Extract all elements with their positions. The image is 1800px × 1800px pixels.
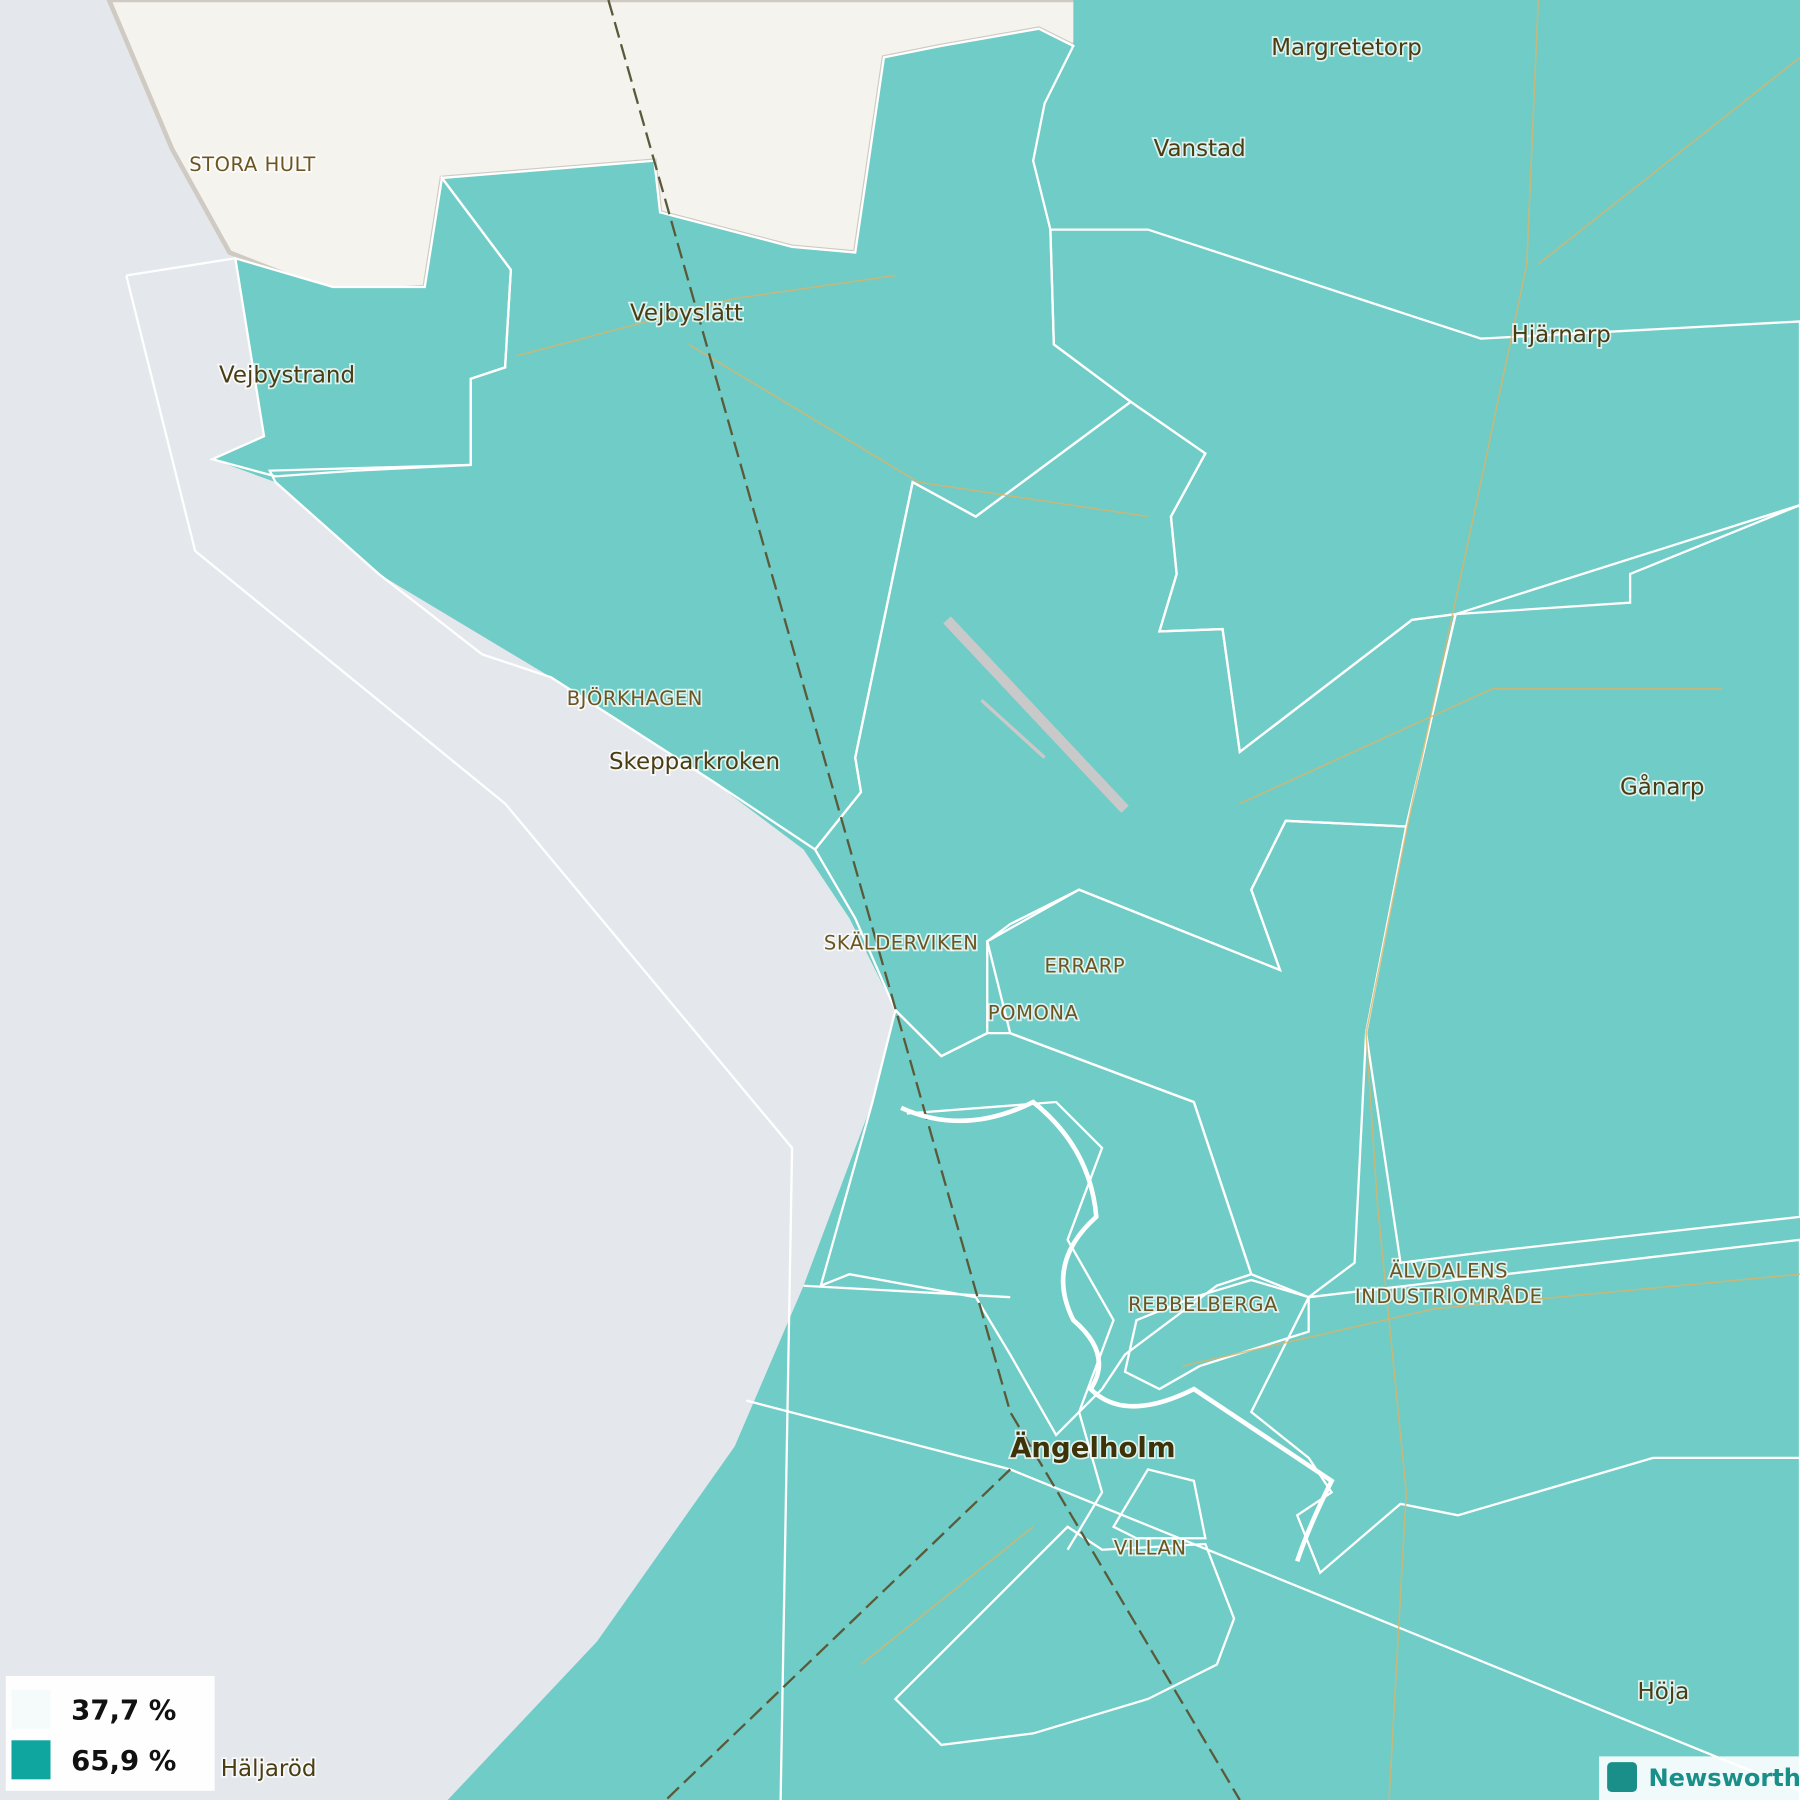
place-label: ÄLVDALENS (1389, 1260, 1508, 1283)
place-label: ERRARP (1044, 954, 1125, 977)
railway (607, 0, 1241, 1800)
place-label: STORA HULT (189, 153, 316, 176)
place-label: Margretetorp (1271, 35, 1422, 61)
place-label: Höja (1638, 1679, 1690, 1705)
credit-text: Newsworthy (1648, 1764, 1800, 1792)
place-label: Hjärnarp (1512, 322, 1611, 348)
place-label: Vanstad (1154, 136, 1246, 162)
place-label: BJÖRKHAGEN (567, 687, 703, 710)
legend-label: 37,7 % (71, 1695, 176, 1727)
region (819, 1007, 1253, 1437)
place-label: Skepparkroken (609, 749, 780, 775)
place-label: VILLAN (1114, 1536, 1187, 1559)
legend-swatch (11, 1689, 51, 1729)
region (212, 0, 1800, 1800)
airport-runway (943, 616, 1129, 813)
river (900, 1099, 1335, 1562)
legend-swatch (11, 1740, 51, 1780)
place-label: Gånarp (1620, 772, 1704, 800)
credit: Newsworthy (1599, 1756, 1800, 1800)
region (208, 175, 513, 478)
roads (516, 0, 1800, 1800)
region (893, 1525, 1236, 1747)
place-label: SKÄLDERVIKEN (824, 931, 979, 954)
place-label: REBBELBERGA (1128, 1293, 1278, 1316)
place-label: Ängelholm (1010, 1430, 1175, 1464)
region (1123, 1278, 1310, 1391)
place-label: POMONA (988, 1001, 1079, 1024)
place-label: Vejbyslätt (630, 300, 743, 326)
place-label: Vejbystrand (219, 362, 355, 388)
region (1249, 1238, 1800, 1575)
railway (665, 1468, 1011, 1800)
place-label: Häljaröd (221, 1756, 317, 1782)
region (1364, 503, 1800, 1265)
place-labels: Margretetorp Vanstad STORA HULT Vejbyslä… (187, 33, 1706, 1783)
legend: 37,7 % 65,9 % (5, 1676, 215, 1791)
region (1111, 1468, 1207, 1540)
credit-logo (1607, 1762, 1637, 1792)
place-label: INDUSTRIOMRÅDE (1355, 1285, 1543, 1308)
legend-label: 65,9 % (71, 1745, 176, 1777)
